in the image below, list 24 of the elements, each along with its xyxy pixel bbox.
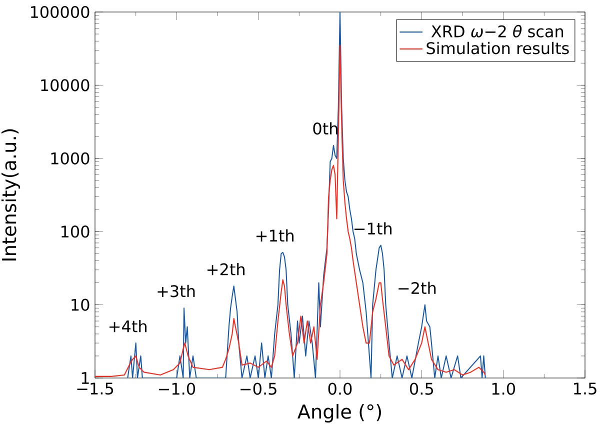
annotation: 0th bbox=[313, 122, 338, 135]
y-tick-label: 1 bbox=[82, 372, 89, 384]
y-tick-label: 1000 bbox=[51, 152, 90, 164]
x-tick-label: −0.5 bbox=[240, 382, 276, 395]
legend-label: Simulation results bbox=[426, 42, 569, 54]
annotation: +2th bbox=[208, 263, 244, 276]
annotation: +4th bbox=[110, 320, 146, 332]
x-tick-label: 1.0 bbox=[492, 382, 515, 395]
annotation: +1th bbox=[256, 229, 294, 242]
y-axis-title: Intensity(a.u.) bbox=[1, 129, 20, 260]
annotation: −2th bbox=[398, 282, 436, 294]
x-axis-title: Angle (°) bbox=[297, 404, 381, 423]
annotation: +3th bbox=[158, 284, 195, 298]
x-tick-label: 0.5 bbox=[410, 382, 433, 395]
x-tick-label: −1.0 bbox=[158, 382, 196, 395]
y-tick-label: 10000 bbox=[41, 79, 90, 92]
legend-label: XRD ω−2 θ scan bbox=[431, 24, 564, 38]
x-tick-label: −1.5 bbox=[77, 382, 114, 395]
x-tick-label: 0.0 bbox=[328, 382, 352, 395]
y-tick-label: 100000 bbox=[30, 6, 90, 18]
annotation: −1th bbox=[354, 222, 392, 234]
y-tick-label: 10 bbox=[72, 298, 90, 311]
y-tick-label: 100 bbox=[62, 226, 90, 238]
x-tick-label: 1.5 bbox=[574, 382, 596, 395]
